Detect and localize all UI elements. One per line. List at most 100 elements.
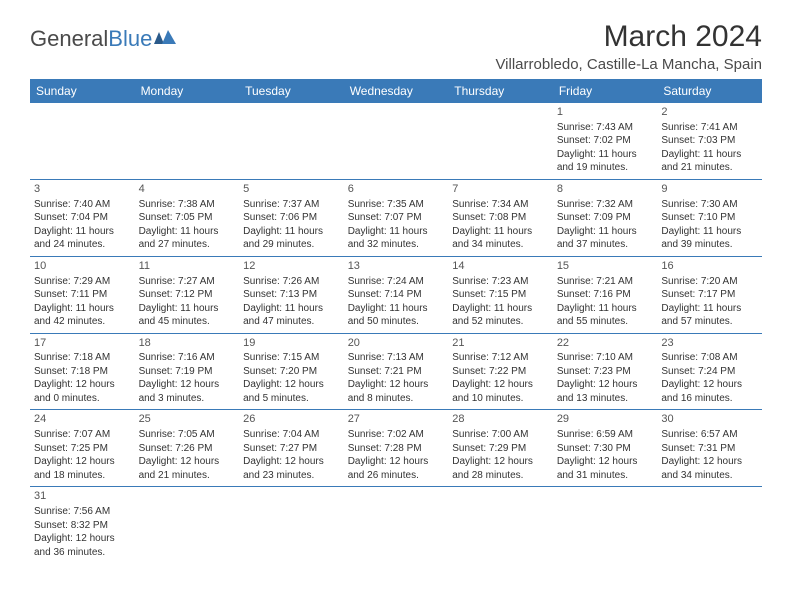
day-detail: Daylight: 12 hours xyxy=(34,455,131,469)
calendar-day: 21Sunrise: 7:12 AMSunset: 7:22 PMDayligh… xyxy=(448,333,553,410)
day-detail: and 39 minutes. xyxy=(661,238,758,252)
day-detail: Sunset: 7:15 PM xyxy=(452,288,549,302)
calendar-day: 5Sunrise: 7:37 AMSunset: 7:06 PMDaylight… xyxy=(239,179,344,256)
calendar-day: 28Sunrise: 7:00 AMSunset: 7:29 PMDayligh… xyxy=(448,410,553,487)
day-detail: Sunrise: 7:02 AM xyxy=(348,428,445,442)
day-detail: Sunset: 7:29 PM xyxy=(452,442,549,456)
day-detail: and 19 minutes. xyxy=(557,161,654,175)
day-detail: Sunset: 7:12 PM xyxy=(139,288,236,302)
calendar-day: 18Sunrise: 7:16 AMSunset: 7:19 PMDayligh… xyxy=(135,333,240,410)
calendar-day: 23Sunrise: 7:08 AMSunset: 7:24 PMDayligh… xyxy=(657,333,762,410)
day-detail: Daylight: 11 hours xyxy=(661,148,758,162)
day-detail: and 37 minutes. xyxy=(557,238,654,252)
day-detail: Sunrise: 7:08 AM xyxy=(661,351,758,365)
day-number: 19 xyxy=(243,336,340,351)
day-detail: and 50 minutes. xyxy=(348,315,445,329)
day-detail: Sunset: 7:03 PM xyxy=(661,134,758,148)
calendar-day-empty xyxy=(239,487,344,563)
calendar-day: 27Sunrise: 7:02 AMSunset: 7:28 PMDayligh… xyxy=(344,410,449,487)
day-detail: Sunrise: 7:07 AM xyxy=(34,428,131,442)
day-detail: Sunset: 7:18 PM xyxy=(34,365,131,379)
calendar-week: 24Sunrise: 7:07 AMSunset: 7:25 PMDayligh… xyxy=(30,410,762,487)
day-number: 2 xyxy=(661,105,758,120)
day-detail: Sunset: 7:14 PM xyxy=(348,288,445,302)
day-detail: and 24 minutes. xyxy=(34,238,131,252)
calendar-day: 12Sunrise: 7:26 AMSunset: 7:13 PMDayligh… xyxy=(239,256,344,333)
day-detail: Daylight: 12 hours xyxy=(348,455,445,469)
day-detail: Sunrise: 7:27 AM xyxy=(139,275,236,289)
day-detail: Sunset: 7:05 PM xyxy=(139,211,236,225)
day-detail: Daylight: 12 hours xyxy=(557,455,654,469)
day-detail: Sunset: 7:10 PM xyxy=(661,211,758,225)
day-detail: and 13 minutes. xyxy=(557,392,654,406)
day-header: Saturday xyxy=(657,79,762,103)
day-number: 16 xyxy=(661,259,758,274)
day-detail: Sunset: 7:02 PM xyxy=(557,134,654,148)
calendar-day: 31Sunrise: 7:56 AMSunset: 8:32 PMDayligh… xyxy=(30,487,135,563)
day-detail: Sunrise: 7:56 AM xyxy=(34,505,131,519)
day-detail: Sunset: 7:25 PM xyxy=(34,442,131,456)
day-detail: and 55 minutes. xyxy=(557,315,654,329)
day-detail: Sunrise: 7:16 AM xyxy=(139,351,236,365)
day-detail: Sunrise: 7:37 AM xyxy=(243,198,340,212)
day-detail: and 28 minutes. xyxy=(452,469,549,483)
calendar-day-empty xyxy=(239,103,344,179)
calendar-day: 29Sunrise: 6:59 AMSunset: 7:30 PMDayligh… xyxy=(553,410,658,487)
calendar-day: 13Sunrise: 7:24 AMSunset: 7:14 PMDayligh… xyxy=(344,256,449,333)
day-detail: Sunset: 7:08 PM xyxy=(452,211,549,225)
day-header: Monday xyxy=(135,79,240,103)
day-detail: Sunrise: 6:59 AM xyxy=(557,428,654,442)
calendar-day: 22Sunrise: 7:10 AMSunset: 7:23 PMDayligh… xyxy=(553,333,658,410)
day-number: 4 xyxy=(139,182,236,197)
day-detail: Sunset: 7:23 PM xyxy=(557,365,654,379)
day-detail: Sunrise: 7:23 AM xyxy=(452,275,549,289)
day-detail: Daylight: 12 hours xyxy=(34,532,131,546)
day-detail: and 10 minutes. xyxy=(452,392,549,406)
day-detail: Sunrise: 7:40 AM xyxy=(34,198,131,212)
day-number: 22 xyxy=(557,336,654,351)
day-detail: Sunrise: 7:38 AM xyxy=(139,198,236,212)
day-number: 7 xyxy=(452,182,549,197)
day-header: Friday xyxy=(553,79,658,103)
day-detail: Sunset: 7:21 PM xyxy=(348,365,445,379)
day-detail: Daylight: 11 hours xyxy=(348,225,445,239)
calendar-day-empty xyxy=(30,103,135,179)
day-detail: and 26 minutes. xyxy=(348,469,445,483)
day-number: 25 xyxy=(139,412,236,427)
day-detail: Sunset: 7:07 PM xyxy=(348,211,445,225)
day-detail: Sunset: 7:19 PM xyxy=(139,365,236,379)
day-detail: Sunset: 7:09 PM xyxy=(557,211,654,225)
day-detail: and 47 minutes. xyxy=(243,315,340,329)
day-number: 20 xyxy=(348,336,445,351)
day-detail: Daylight: 11 hours xyxy=(243,302,340,316)
day-detail: Sunrise: 7:29 AM xyxy=(34,275,131,289)
day-header: Sunday xyxy=(30,79,135,103)
day-detail: Daylight: 12 hours xyxy=(452,378,549,392)
calendar-week: 10Sunrise: 7:29 AMSunset: 7:11 PMDayligh… xyxy=(30,256,762,333)
day-detail: Sunset: 7:22 PM xyxy=(452,365,549,379)
calendar-day: 16Sunrise: 7:20 AMSunset: 7:17 PMDayligh… xyxy=(657,256,762,333)
calendar-day-empty xyxy=(135,487,240,563)
day-detail: Sunrise: 7:12 AM xyxy=(452,351,549,365)
day-detail: Daylight: 12 hours xyxy=(452,455,549,469)
day-header-row: SundayMondayTuesdayWednesdayThursdayFrid… xyxy=(30,79,762,103)
day-detail: Sunset: 7:11 PM xyxy=(34,288,131,302)
calendar-day: 1Sunrise: 7:43 AMSunset: 7:02 PMDaylight… xyxy=(553,103,658,179)
day-detail: Sunrise: 7:34 AM xyxy=(452,198,549,212)
day-number: 5 xyxy=(243,182,340,197)
calendar-day: 30Sunrise: 6:57 AMSunset: 7:31 PMDayligh… xyxy=(657,410,762,487)
calendar-day: 3Sunrise: 7:40 AMSunset: 7:04 PMDaylight… xyxy=(30,179,135,256)
logo-text-2: Blue xyxy=(108,26,152,52)
day-detail: Daylight: 12 hours xyxy=(557,378,654,392)
day-detail: and 3 minutes. xyxy=(139,392,236,406)
day-detail: Sunset: 7:30 PM xyxy=(557,442,654,456)
day-detail: Sunset: 7:04 PM xyxy=(34,211,131,225)
day-detail: Daylight: 12 hours xyxy=(243,455,340,469)
day-detail: Sunset: 7:16 PM xyxy=(557,288,654,302)
day-detail: Daylight: 11 hours xyxy=(557,148,654,162)
calendar-day: 15Sunrise: 7:21 AMSunset: 7:16 PMDayligh… xyxy=(553,256,658,333)
day-detail: Sunrise: 7:20 AM xyxy=(661,275,758,289)
day-number: 18 xyxy=(139,336,236,351)
calendar-day-empty xyxy=(448,103,553,179)
day-detail: Sunset: 8:32 PM xyxy=(34,519,131,533)
